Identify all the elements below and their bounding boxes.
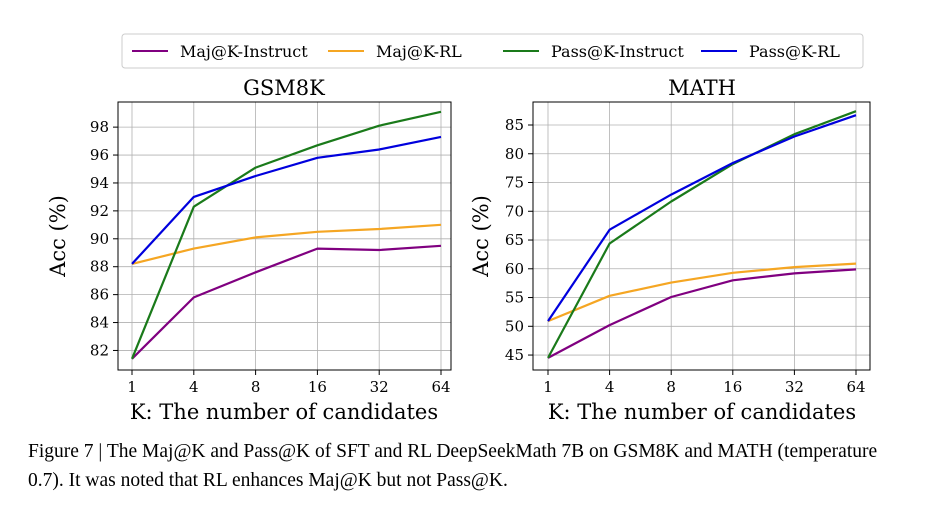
y-tick-label: 80 [505, 145, 524, 163]
y-tick-label: 65 [505, 231, 524, 249]
chart-math: MATH 1 4 8 16 32 64 45 50 55 60 65 70 75 80 85 K: The… [469, 76, 871, 424]
figure-caption: Figure 7 | The Maj@K and Pass@K of SFT a… [28, 441, 878, 491]
legend-label-maj-rl: Maj@K-RL [376, 42, 462, 61]
series-lines [547, 110, 857, 359]
y-tick-label: 84 [90, 314, 109, 332]
y-tick-label: 90 [90, 230, 109, 248]
y-tick-label: 60 [505, 260, 524, 278]
y-tick-label: 88 [90, 258, 109, 276]
y-tick-label: 92 [90, 202, 109, 220]
y-tick-label: 82 [90, 341, 109, 359]
y-axis-label: Acc (%) [469, 195, 493, 278]
series-line-maj-at-k-rl [547, 262, 857, 323]
y-tick-label: 94 [90, 174, 109, 192]
series-lines [130, 110, 442, 360]
legend-label-maj-instruct: Maj@K-Instruct [180, 42, 308, 61]
legend: Maj@K-Instruct Maj@K-RL Pass@K-Instruct … [121, 33, 864, 69]
x-tick-label: 32 [370, 378, 389, 396]
y-tick-label: 70 [505, 202, 524, 220]
x-tick-labels: 1 4 8 16 32 64 [127, 370, 451, 396]
legend-frame [121, 33, 864, 69]
y-tick-label: 55 [505, 289, 524, 307]
x-tick-label: 1 [543, 378, 553, 396]
plot-frame [117, 101, 452, 371]
series-line-maj-at-k-instruct [131, 244, 442, 360]
y-tick-label: 85 [505, 116, 524, 134]
y-tick-labels: 45 50 55 60 65 70 75 80 85 [505, 116, 533, 364]
series-line-pass-at-k-rl [547, 114, 857, 322]
y-tick-label: 98 [90, 118, 109, 136]
series-line-maj-at-k-rl [131, 223, 442, 265]
series-line-pass-at-k-rl [131, 135, 442, 265]
x-tick-label: 1 [127, 378, 137, 396]
x-tick-label: 64 [431, 378, 450, 396]
x-tick-label: 4 [189, 378, 199, 396]
y-axis-label: Acc (%) [46, 195, 70, 278]
x-tick-label: 4 [605, 378, 615, 396]
series-line-pass-at-k-instruct [547, 110, 857, 359]
x-tick-label: 16 [308, 378, 327, 396]
y-tick-label: 50 [505, 317, 524, 335]
y-tick-label: 96 [90, 146, 109, 164]
y-tick-label: 86 [90, 286, 109, 304]
plot-frame [532, 101, 871, 371]
chart-title: MATH [668, 76, 736, 100]
x-tick-label: 8 [251, 378, 261, 396]
grid [533, 102, 870, 370]
y-tick-labels: 82 84 86 88 90 92 94 96 98 [90, 118, 118, 359]
chart-gsm8k: GSM8K 1 4 8 16 32 64 82 84 86 88 90 92 94 96 98 K: Th… [46, 76, 452, 424]
legend-label-pass-instruct: Pass@K-Instruct [551, 42, 684, 61]
x-tick-label: 8 [666, 378, 676, 396]
y-tick-label: 45 [505, 346, 524, 364]
x-tick-labels: 1 4 8 16 32 64 [543, 370, 866, 396]
x-tick-label: 16 [723, 378, 742, 396]
series-line-maj-at-k-instruct [547, 268, 857, 359]
series-line-pass-at-k-instruct [130, 110, 442, 360]
y-tick-label: 75 [505, 174, 524, 192]
chart-title: GSM8K [243, 76, 325, 100]
x-axis-label: K: The number of candidates [548, 400, 856, 424]
x-axis-label: K: The number of candidates [130, 400, 438, 424]
legend-label-pass-rl: Pass@K-RL [749, 42, 840, 61]
x-tick-label: 32 [785, 378, 804, 396]
x-tick-label: 64 [846, 378, 865, 396]
grid [118, 102, 451, 370]
